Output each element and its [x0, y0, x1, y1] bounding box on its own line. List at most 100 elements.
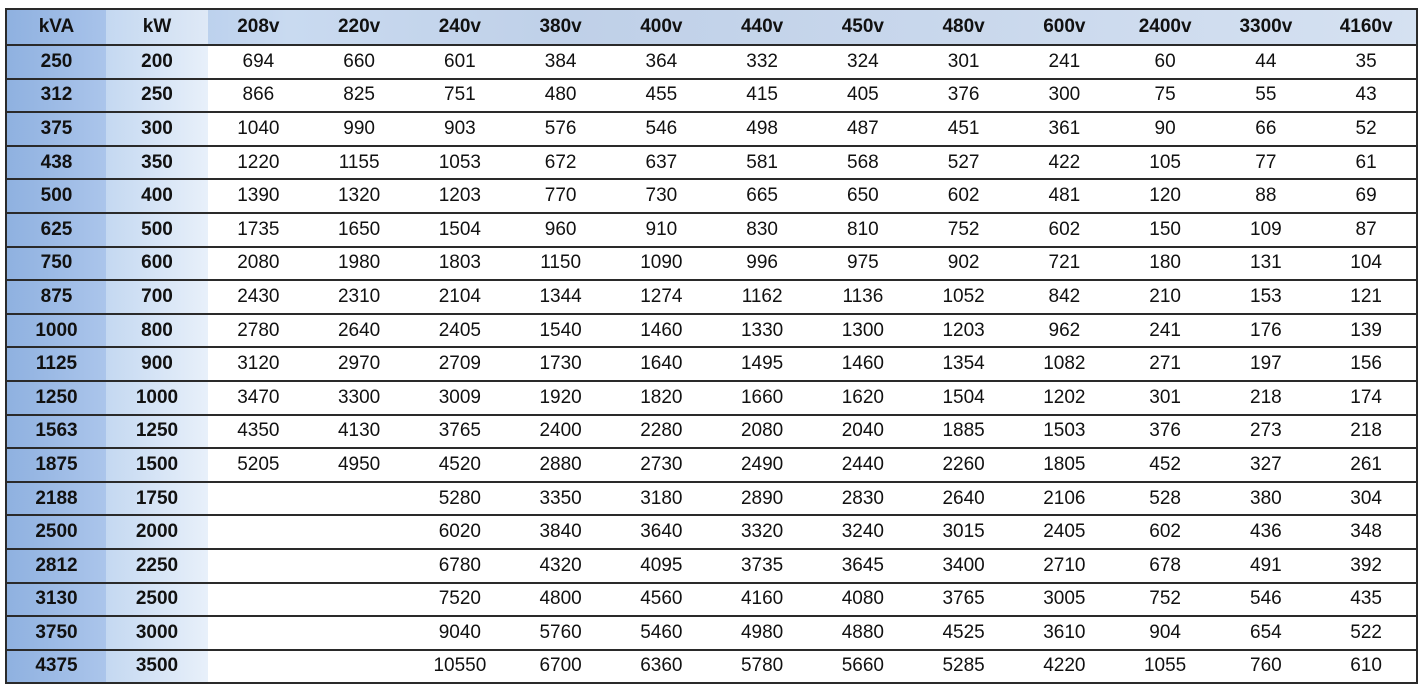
- amps-cell: 3470: [208, 380, 309, 416]
- amps-cell: 842: [1014, 280, 1115, 315]
- amps-cell: 665: [711, 179, 813, 214]
- amps-cell: 153: [1215, 280, 1317, 315]
- amps-cell: 1053: [409, 145, 511, 181]
- amps-cell: 364: [611, 45, 712, 80]
- amps-cell: 962: [1014, 313, 1115, 349]
- amps-cell: 721: [1014, 246, 1115, 282]
- kw-cell: 700: [106, 280, 208, 315]
- kw-cell: 600: [106, 246, 208, 282]
- amps-cell: 361: [1014, 112, 1115, 147]
- amps-cell: 1082: [1014, 347, 1115, 382]
- table-row: 1000 800 2780 2640 2405 1540 1460 1330 1300 1203 9…: [6, 313, 1417, 349]
- amps-cell: 637: [611, 145, 712, 181]
- kva-cell: 2812: [6, 548, 106, 584]
- amps-cell: 1640: [611, 347, 712, 382]
- amps-cell: [308, 515, 410, 550]
- table-row: 750 600 2080 1980 1803 1150 1090 996 975 902 721 18…: [6, 246, 1417, 282]
- amps-cell: 1730: [510, 347, 611, 382]
- amps-cell: 760: [1215, 649, 1317, 684]
- amps-cell: 436: [1215, 515, 1317, 550]
- amps-cell: 752: [913, 212, 1014, 248]
- amps-cell: 654: [1215, 616, 1317, 651]
- kw-cell: 300: [106, 112, 208, 147]
- amps-cell: 2400: [510, 414, 611, 450]
- amps-cell: 672: [510, 145, 611, 181]
- amps-cell: 1052: [913, 280, 1014, 315]
- kw-cell: 2000: [106, 515, 208, 550]
- amps-cell: 105: [1114, 145, 1216, 181]
- amps-cell: [208, 582, 309, 618]
- amps-cell: 60: [1114, 45, 1216, 80]
- kva-cell: 2188: [6, 481, 106, 517]
- amps-cell: 3765: [913, 582, 1014, 618]
- amps-cell: 650: [812, 179, 914, 214]
- amps-cell: 1136: [812, 280, 914, 315]
- amps-cell: [208, 548, 309, 584]
- kw-cell: 1250: [106, 414, 208, 450]
- amps-cell: 527: [913, 145, 1014, 181]
- amps-cell: 43: [1316, 78, 1417, 114]
- amps-cell: 1503: [1014, 414, 1115, 450]
- amps-cell: 678: [1114, 548, 1216, 584]
- amps-cell: 2730: [611, 448, 712, 483]
- amps-cell: 327: [1215, 448, 1317, 483]
- amps-cell: 1805: [1014, 448, 1115, 483]
- amps-cell: 415: [711, 78, 813, 114]
- amps-cell: 300: [1014, 78, 1115, 114]
- amps-cell: 55: [1215, 78, 1317, 114]
- amps-cell: [208, 649, 309, 684]
- kw-cell: 350: [106, 145, 208, 181]
- amps-cell: 2970: [308, 347, 410, 382]
- amps-cell: 903: [409, 112, 511, 147]
- amps-cell: 121: [1316, 280, 1417, 315]
- amps-cell: 1495: [711, 347, 813, 382]
- amps-cell: 2104: [409, 280, 511, 315]
- amps-cell: 9040: [409, 616, 511, 651]
- amps-cell: 384: [510, 45, 611, 80]
- amps-cell: 2080: [208, 246, 309, 282]
- amps-cell: [308, 582, 410, 618]
- amps-cell: 376: [1114, 414, 1216, 450]
- amps-cell: 422: [1014, 145, 1115, 181]
- amps-cell: 1885: [913, 414, 1014, 450]
- table-row: 2500 2000 6020 3840 3640 3320 3240 3015 2405 602 4…: [6, 515, 1417, 550]
- amps-cell: 1820: [611, 380, 712, 416]
- amps-cell: 1090: [611, 246, 712, 282]
- amps-cell: 2709: [409, 347, 511, 382]
- amps-cell: 380: [1215, 481, 1317, 517]
- amps-cell: 1660: [711, 380, 813, 416]
- amps-cell: 4525: [913, 616, 1014, 651]
- amps-cell: 1203: [409, 179, 511, 214]
- amps-cell: 301: [1114, 380, 1216, 416]
- kva-cell: 2500: [6, 515, 106, 550]
- amps-cell: 35: [1316, 45, 1417, 80]
- table-row: 2188 1750 5280 3350 3180 2890 2830 2640 2106 528 3…: [6, 481, 1417, 517]
- column-header-3300v: 3300v: [1215, 9, 1317, 46]
- table-row: 3130 2500 7520 4800 4560 4160 4080 3765 3005 752 5…: [6, 582, 1417, 618]
- kva-cell: 1250: [6, 380, 106, 416]
- amps-cell: 996: [711, 246, 813, 282]
- kva-cell: 1125: [6, 347, 106, 382]
- amps-cell: 487: [812, 112, 914, 147]
- amps-cell: 1055: [1114, 649, 1216, 684]
- amps-cell: 4220: [1014, 649, 1115, 684]
- amps-cell: [208, 515, 309, 550]
- table-row: 250 200 694 660 601 384 364 332 324 301 241 60 44 35: [6, 45, 1417, 80]
- amps-cell: 1460: [611, 313, 712, 349]
- amps-cell: 1330: [711, 313, 813, 349]
- amps-cell: [308, 649, 410, 684]
- amps-cell: 324: [812, 45, 914, 80]
- amps-cell: 5285: [913, 649, 1014, 684]
- amps-cell: 6700: [510, 649, 611, 684]
- table-row: 2812 2250 6780 4320 4095 3735 3645 3400 2710 678 4…: [6, 548, 1417, 584]
- kw-cell: 200: [106, 45, 208, 80]
- amps-cell: 481: [1014, 179, 1115, 214]
- amps-cell: 660: [308, 45, 410, 80]
- amps-cell: 2710: [1014, 548, 1115, 584]
- amps-cell: 3840: [510, 515, 611, 550]
- amps-cell: 5460: [611, 616, 712, 651]
- amps-cell: 5280: [409, 481, 511, 517]
- kva-cell: 1563: [6, 414, 106, 450]
- amps-cell: 730: [611, 179, 712, 214]
- amps-cell: 4520: [409, 448, 511, 483]
